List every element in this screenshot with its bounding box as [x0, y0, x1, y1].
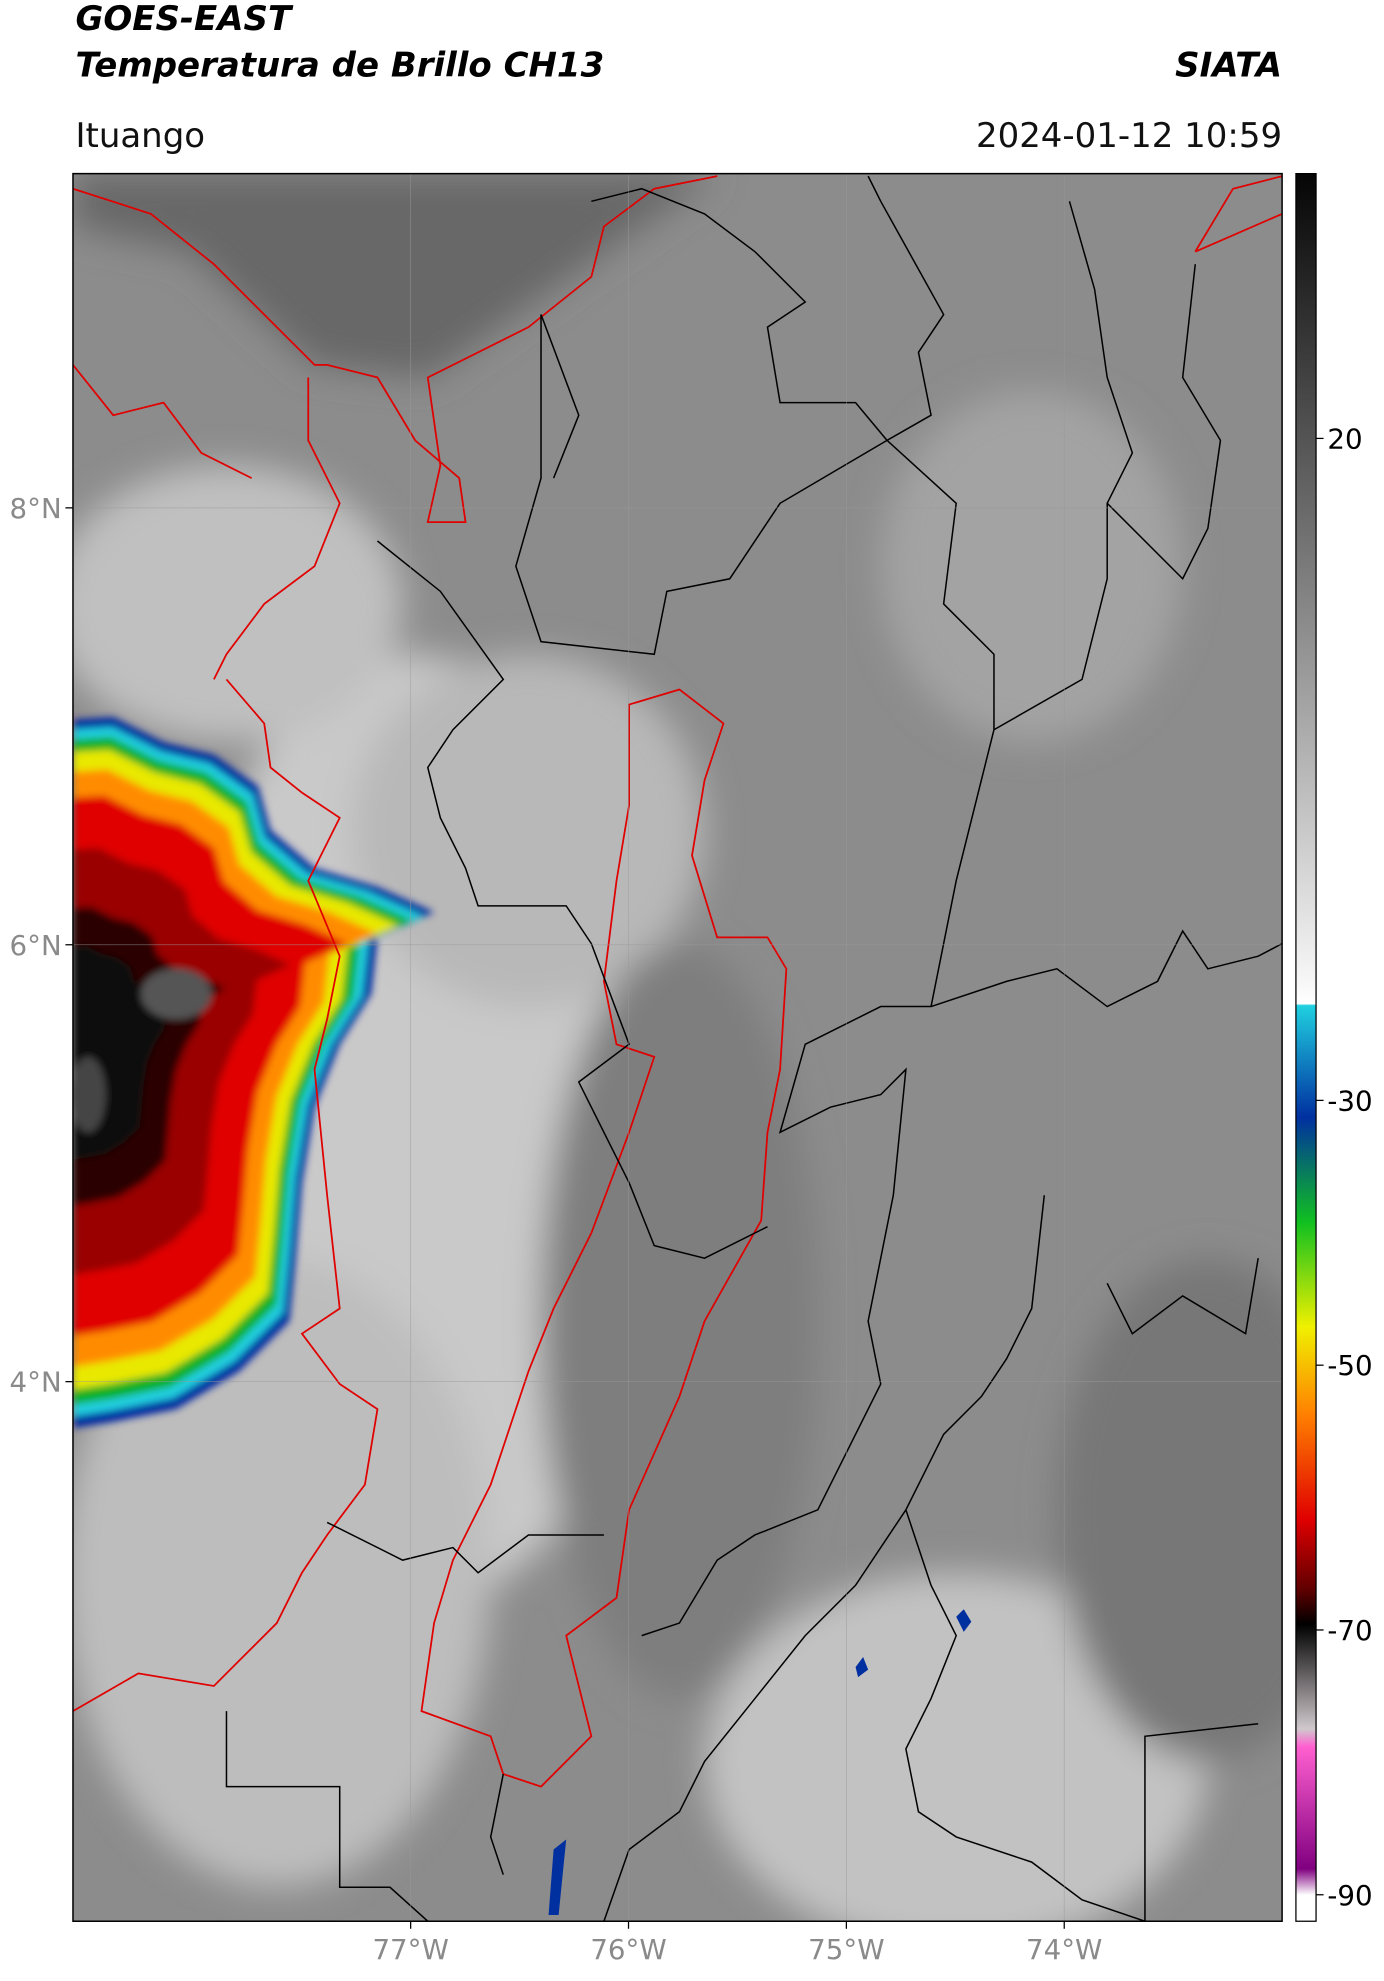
storm-core [72, 1056, 106, 1133]
graticule: 8°N 6°N 4°N 77°W 76°W 75°W 74°W [10, 173, 1283, 1966]
lat-tick-label: 6°N [10, 929, 62, 962]
datetime: 2024-01-12 10:59 [976, 116, 1282, 156]
colorbar [1295, 172, 1317, 1922]
antioquia-outline [420, 688, 788, 1788]
cloud [352, 654, 705, 1007]
lat-tick-label: 8°N [10, 492, 62, 525]
lon-tick-label: 75°W [808, 1933, 884, 1966]
place: Ituango [75, 116, 205, 156]
lon-tick-label: 76°W [590, 1933, 666, 1966]
product-title: Temperatura de Brillo CH13 [75, 46, 604, 86]
coastline [72, 175, 1283, 1712]
cloud [541, 943, 818, 1699]
lon-tick-label: 74°W [1026, 1933, 1102, 1966]
storm-layer [72, 704, 291, 1435]
storm [72, 704, 435, 1435]
cloud [72, 1258, 491, 1888]
lat-tick-label: 4°N [10, 1366, 62, 1399]
cloud [1056, 1258, 1283, 1762]
brand: SIATA [1175, 46, 1282, 86]
colorbar-tick-label: 20 [1327, 422, 1362, 455]
colorbar-tick-label: -30 [1327, 1084, 1372, 1117]
borders [225, 175, 1283, 1922]
map-frame [72, 172, 1283, 1922]
map [72, 173, 1283, 1922]
colorbar-tick-label: -90 [1327, 1879, 1372, 1912]
cloud [880, 390, 1183, 743]
colorbar-tick-label: -50 [1327, 1349, 1372, 1382]
colorbar-ticks: 20 -30 -50 -70 -90 [1316, 422, 1373, 1912]
cloud [72, 465, 403, 743]
colorbar-tick-label: -70 [1327, 1614, 1372, 1647]
storm-layer [72, 704, 227, 1435]
sea [72, 173, 718, 378]
storm-core [140, 968, 212, 1020]
storm-layer [72, 704, 184, 1435]
cloud [704, 1572, 1208, 1922]
satellite-title: GOES-EAST [75, 0, 293, 39]
lon-tick-label: 77°W [372, 1933, 448, 1966]
